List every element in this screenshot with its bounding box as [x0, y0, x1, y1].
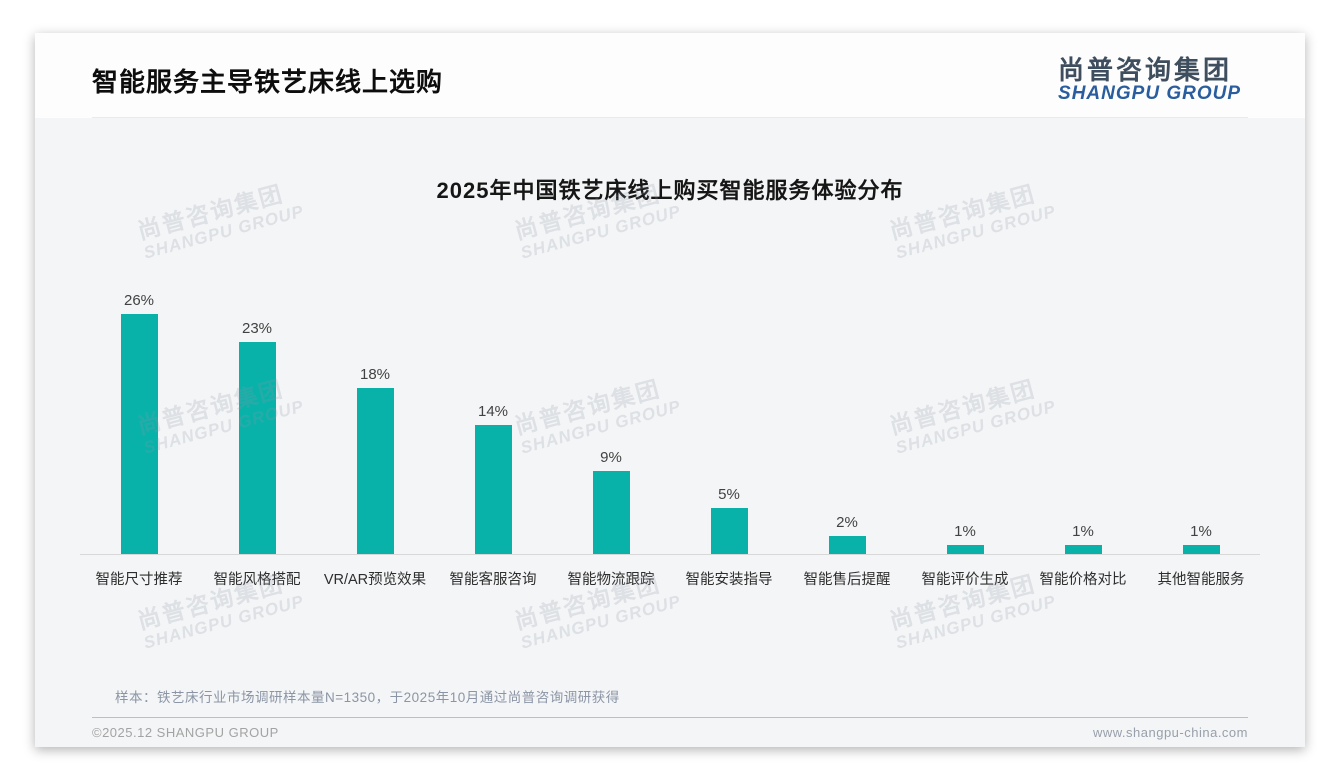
x-axis-label: 智能安装指导 — [685, 572, 773, 588]
bar — [828, 536, 866, 554]
bar-value-label: 5% — [718, 486, 740, 503]
bar — [710, 508, 748, 554]
copyright-text: ©2025.12 SHANGPU GROUP — [92, 725, 279, 740]
chart-title: 2025年中国铁艺床线上购买智能服务体验分布 — [436, 178, 904, 203]
x-axis-label: 智能风格搭配 — [213, 572, 301, 588]
bar-column: 14% — [434, 403, 552, 554]
bar-column: 9% — [552, 449, 670, 554]
bar-column: 2% — [788, 514, 906, 554]
bar-value-label: 23% — [241, 320, 273, 337]
bar-value-label: 26% — [123, 292, 155, 309]
bar-value-label: 1% — [954, 523, 976, 540]
bar-column: 1% — [1024, 523, 1142, 554]
x-axis-label: 智能售后提醒 — [803, 572, 891, 588]
bar-column: 1% — [906, 523, 1024, 554]
bar — [356, 388, 394, 554]
website-text: www.shangpu-china.com — [1092, 725, 1248, 740]
x-axis-label: 智能物流跟踪 — [567, 572, 655, 588]
bar-column: 18% — [316, 366, 434, 554]
bar-value-label: 18% — [359, 366, 391, 383]
chart-section: 2025年中国铁艺床线上购买智能服务体验分布 26% 23% 18% 14% 9% 5% 2… — [35, 173, 1305, 740]
bar — [120, 314, 158, 554]
logo-cn-text: 尚普咨询集团 — [1058, 54, 1233, 85]
sample-note: 样本：铁艺床行业市场调研样本量N=1350，于2025年10月通过尚普咨询调研获… — [115, 690, 620, 705]
page-title: 智能服务主导铁艺床线上选购 — [92, 67, 444, 97]
x-axis-label: 智能评价生成 — [921, 572, 1009, 588]
x-axis-labels: 智能尺寸推荐 智能风格搭配 VR/AR预览效果 智能客服咨询 智能物流跟踪 智能安装指导 智… — [80, 555, 1260, 589]
bar — [946, 545, 984, 554]
bar-value-label: 1% — [1072, 523, 1094, 540]
bar — [474, 425, 512, 554]
x-axis-label: 智能价格对比 — [1039, 572, 1127, 588]
slide-footer: ©2025.12 SHANGPU GROUP www.shangpu-china… — [92, 717, 1248, 740]
plot-area: 26% 23% 18% 14% 9% 5% 2% 1% 1% 1% — [80, 289, 1260, 554]
bar — [1182, 545, 1220, 554]
bar — [238, 342, 276, 554]
x-axis-line — [80, 554, 1260, 555]
bar-column: 1% — [1142, 523, 1260, 554]
slide-header: 智能服务主导铁艺床线上选购 尚普咨询集团 SHANGPU GROUP — [35, 33, 1305, 118]
bar-value-label: 2% — [836, 514, 858, 531]
bar-column: 23% — [198, 320, 316, 554]
bar-value-label: 9% — [600, 449, 622, 466]
bar — [1064, 545, 1102, 554]
x-axis-label: VR/AR预览效果 — [323, 572, 427, 588]
bar-column: 26% — [80, 292, 198, 554]
bar-column: 5% — [670, 486, 788, 554]
bar — [592, 471, 630, 554]
x-axis-label: 智能客服咨询 — [449, 572, 537, 588]
report-slide: 智能服务主导铁艺床线上选购 尚普咨询集团 SHANGPU GROUP 2025年… — [35, 33, 1305, 747]
x-axis-label: 其他智能服务 — [1157, 572, 1245, 588]
bar-value-label: 14% — [477, 403, 509, 420]
bar-value-label: 1% — [1190, 523, 1212, 540]
x-axis-label: 智能尺寸推荐 — [95, 572, 183, 588]
bar-chart: 26% 23% 18% 14% 9% 5% 2% 1% 1% 1% 智能尺寸推荐 智能风格搭配 VR/… — [80, 289, 1260, 589]
logo-en-text: SHANGPU GROUP — [1058, 83, 1241, 105]
company-logo: 尚普咨询集团 SHANGPU GROUP — [1058, 54, 1241, 105]
